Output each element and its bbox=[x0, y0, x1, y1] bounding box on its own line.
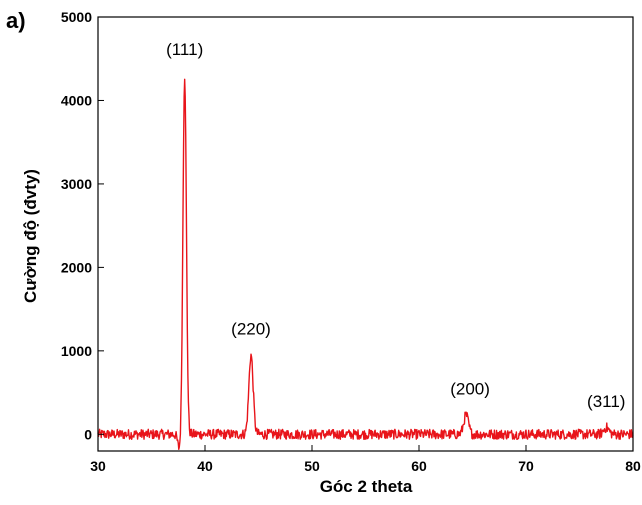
plot-frame bbox=[97, 16, 634, 452]
y-tick-label: 5000 bbox=[61, 9, 92, 25]
plot-area bbox=[97, 78, 634, 451]
y-tick-label: 1000 bbox=[61, 343, 92, 359]
peak-label: (200) bbox=[450, 380, 490, 399]
peak-label: (111) bbox=[166, 40, 203, 59]
panel-label: a) bbox=[6, 8, 26, 33]
x-axis-label: Góc 2 theta bbox=[320, 477, 413, 496]
x-tick-label: 30 bbox=[90, 458, 106, 474]
x-axis: 30 40 50 60 70 80 bbox=[90, 445, 641, 474]
x-tick-label: 40 bbox=[197, 458, 213, 474]
y-tick-label: 3000 bbox=[61, 176, 92, 192]
y-tick-label: 4000 bbox=[61, 92, 92, 108]
peak-label: (311) bbox=[587, 392, 625, 411]
y-tick-label: 0 bbox=[84, 426, 92, 442]
y-axis: 0 1000 2000 3000 4000 5000 bbox=[61, 9, 104, 442]
x-tick-label: 60 bbox=[411, 458, 427, 474]
y-axis-label: Cường độ (đvty) bbox=[21, 169, 40, 303]
x-tick-label: 70 bbox=[518, 458, 534, 474]
peak-label: (220) bbox=[231, 320, 271, 339]
peak-annotations: (111) (220) (200) (311) bbox=[166, 40, 625, 411]
x-tick-label: 50 bbox=[304, 458, 320, 474]
x-tick-label: 80 bbox=[625, 458, 641, 474]
y-tick-label: 2000 bbox=[61, 259, 92, 275]
xrd-series-line bbox=[97, 78, 634, 451]
